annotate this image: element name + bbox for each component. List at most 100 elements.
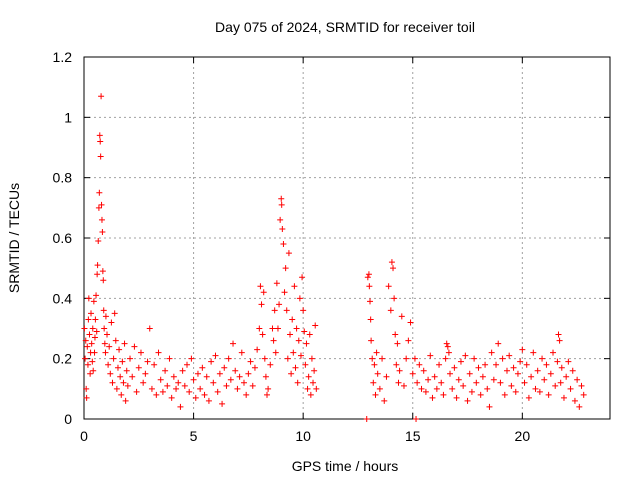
data-point <box>301 328 308 335</box>
data-point <box>508 382 515 389</box>
y-tick-label: 0 <box>64 411 72 427</box>
data-point <box>558 364 565 371</box>
data-point <box>238 349 245 356</box>
data-point <box>99 228 106 235</box>
data-point <box>455 376 462 383</box>
data-point <box>113 385 120 392</box>
data-point <box>144 358 151 365</box>
y-tick-label: 0.2 <box>53 351 73 367</box>
data-point <box>278 195 285 202</box>
data-point <box>95 204 102 211</box>
data-point <box>407 319 414 326</box>
data-point <box>300 307 307 314</box>
data-point <box>501 391 508 398</box>
data-point <box>292 364 299 371</box>
data-point <box>499 355 506 362</box>
data-point <box>475 364 482 371</box>
data-point <box>449 385 456 392</box>
data-point <box>473 379 480 386</box>
data-point <box>245 370 252 377</box>
data-point <box>557 379 564 386</box>
data-point <box>89 325 96 332</box>
x-tick-label: 20 <box>515 428 531 444</box>
data-point <box>87 370 94 377</box>
data-point <box>503 367 510 374</box>
data-point <box>99 268 106 275</box>
data-point <box>471 355 478 362</box>
data-point <box>569 367 576 374</box>
data-point <box>230 340 237 347</box>
data-point <box>121 340 128 347</box>
x-tick-label: 5 <box>190 428 198 444</box>
data-point <box>159 388 166 395</box>
data-point <box>106 343 113 350</box>
data-point <box>554 358 561 365</box>
data-point <box>427 352 434 359</box>
data-point <box>578 382 585 389</box>
data-point <box>506 352 513 359</box>
data-point <box>96 132 103 139</box>
data-point <box>201 391 208 398</box>
data-point <box>436 361 443 368</box>
data-point <box>148 385 155 392</box>
data-point <box>414 379 421 386</box>
data-point <box>547 370 554 377</box>
data-point <box>111 310 118 317</box>
data-point <box>418 385 425 392</box>
data-point <box>525 394 532 401</box>
data-point <box>431 373 438 380</box>
y-tick-label: 0.4 <box>53 290 73 306</box>
y-tick-label: 0.8 <box>53 170 73 186</box>
data-point <box>468 388 475 395</box>
data-point <box>137 349 144 356</box>
data-point <box>464 397 471 404</box>
data-point <box>262 373 269 380</box>
data-point <box>216 370 223 377</box>
data-point <box>393 361 400 368</box>
data-point <box>93 328 100 335</box>
data-point <box>243 391 250 398</box>
data-point <box>486 403 493 410</box>
data-point <box>451 364 458 371</box>
data-point <box>376 385 383 392</box>
data-point <box>212 352 219 359</box>
data-point <box>120 379 127 386</box>
data-point <box>302 361 309 368</box>
data-point <box>295 337 302 344</box>
x-tick-label: 0 <box>80 428 88 444</box>
data-point <box>512 388 519 395</box>
data-point <box>157 376 164 383</box>
data-point <box>381 397 388 404</box>
data-point <box>249 382 256 389</box>
data-point <box>102 349 109 356</box>
data-point <box>94 262 101 269</box>
data-point <box>392 331 399 338</box>
data-point <box>199 364 206 371</box>
data-point <box>269 325 276 332</box>
data-point <box>576 403 583 410</box>
data-point <box>225 355 232 362</box>
data-point <box>365 271 372 278</box>
data-point <box>482 361 489 368</box>
data-point <box>89 358 96 365</box>
data-point <box>247 358 254 365</box>
data-points <box>81 93 587 422</box>
data-point <box>133 388 140 395</box>
data-point <box>93 292 100 299</box>
data-point <box>371 361 378 368</box>
data-point <box>153 391 160 398</box>
y-axis-label: SRMTID / TECUs <box>6 183 22 293</box>
data-point <box>306 331 313 338</box>
data-point <box>95 238 102 245</box>
data-point <box>383 373 390 380</box>
data-point <box>484 385 491 392</box>
plot-frame <box>83 56 611 420</box>
data-point <box>400 382 407 389</box>
data-point <box>281 289 288 296</box>
data-point <box>565 358 572 365</box>
y-tick-label: 1.2 <box>53 49 73 65</box>
data-point <box>256 325 263 332</box>
data-point <box>534 367 541 374</box>
data-point <box>443 340 450 347</box>
data-point <box>445 349 452 356</box>
